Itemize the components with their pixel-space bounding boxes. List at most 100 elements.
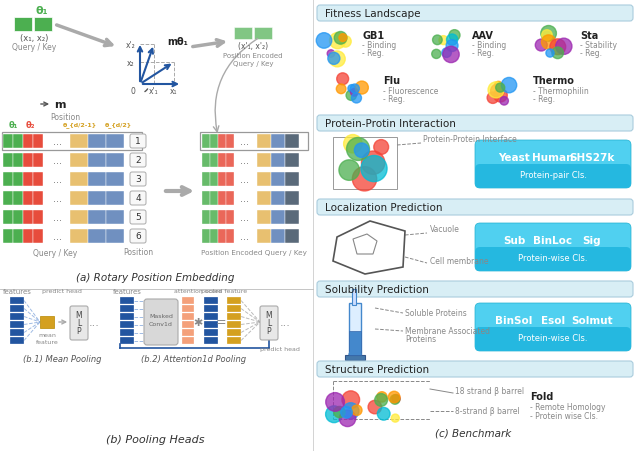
Bar	[349, 331, 361, 355]
Text: ✱: ✱	[193, 318, 203, 327]
Bar	[23, 154, 33, 168]
Text: features: features	[113, 288, 141, 295]
Text: 0: 0	[131, 86, 136, 95]
Bar	[106, 173, 124, 187]
Text: (b.1) Mean Pooling: (b.1) Mean Pooling	[23, 355, 101, 364]
Bar	[10, 313, 24, 320]
Text: 4: 4	[135, 194, 141, 203]
Text: (a) Rotary Position Embedding: (a) Rotary Position Embedding	[76, 272, 234, 282]
Bar	[3, 154, 13, 168]
Bar	[285, 192, 299, 206]
Bar	[88, 192, 106, 206]
Bar	[227, 297, 241, 304]
Circle shape	[326, 393, 344, 411]
Bar	[33, 135, 43, 149]
Circle shape	[342, 403, 359, 419]
Circle shape	[496, 84, 505, 93]
Text: Localization Prediction: Localization Prediction	[325, 202, 442, 212]
Text: Query / Key: Query / Key	[233, 61, 273, 67]
Bar	[257, 135, 271, 149]
Text: 8-strand β barrel: 8-strand β barrel	[455, 407, 520, 415]
Text: θ_{d/2}: θ_{d/2}	[104, 122, 132, 128]
Bar	[218, 230, 226, 244]
Bar	[257, 154, 271, 168]
Text: Soluble Proteins: Soluble Proteins	[405, 309, 467, 318]
Bar	[210, 135, 218, 149]
Bar	[3, 211, 13, 225]
Bar	[204, 337, 218, 344]
Circle shape	[375, 394, 387, 406]
Bar	[106, 154, 124, 168]
Text: BinLoc: BinLoc	[533, 235, 573, 245]
Bar	[3, 135, 13, 149]
Bar	[23, 135, 33, 149]
Circle shape	[344, 135, 362, 154]
Bar	[352, 290, 356, 305]
Text: ...: ...	[52, 156, 61, 166]
Bar	[226, 211, 234, 225]
Text: Conv1d: Conv1d	[149, 322, 173, 327]
Bar	[234, 28, 252, 40]
FancyBboxPatch shape	[475, 248, 631, 272]
Text: mθ₁: mθ₁	[168, 37, 188, 47]
Circle shape	[488, 83, 504, 99]
Text: L: L	[77, 319, 81, 328]
Text: M: M	[266, 311, 272, 320]
Text: Masked: Masked	[149, 314, 173, 319]
Text: ...: ...	[52, 212, 61, 222]
Bar	[182, 305, 194, 312]
Bar	[226, 154, 234, 168]
Bar	[257, 211, 271, 225]
Circle shape	[351, 94, 362, 104]
Bar	[120, 305, 134, 312]
Circle shape	[355, 143, 369, 158]
Circle shape	[334, 32, 347, 45]
Bar	[202, 192, 210, 206]
FancyBboxPatch shape	[130, 135, 146, 149]
Bar	[13, 211, 23, 225]
Text: Position: Position	[123, 248, 153, 257]
Circle shape	[449, 31, 460, 41]
Bar	[70, 135, 88, 149]
Circle shape	[328, 53, 340, 65]
Circle shape	[388, 391, 400, 403]
Bar	[202, 135, 210, 149]
Circle shape	[550, 40, 566, 55]
Text: Protein-Protin Interaction: Protein-Protin Interaction	[325, 119, 456, 129]
Bar	[345, 355, 365, 360]
Bar	[204, 321, 218, 328]
Text: ...: ...	[239, 137, 248, 147]
Bar	[202, 154, 210, 168]
Text: Query / Key: Query / Key	[12, 42, 56, 51]
Bar	[13, 135, 23, 149]
Circle shape	[541, 36, 556, 50]
FancyBboxPatch shape	[130, 173, 146, 187]
Text: (x'₁, x'₂): (x'₁, x'₂)	[238, 41, 268, 51]
Circle shape	[541, 27, 556, 42]
Bar	[10, 297, 24, 304]
Bar	[182, 321, 194, 328]
Circle shape	[330, 33, 346, 50]
Bar	[33, 192, 43, 206]
Circle shape	[353, 167, 377, 192]
Circle shape	[392, 395, 400, 403]
Bar	[271, 154, 285, 168]
Circle shape	[500, 97, 508, 106]
Circle shape	[350, 85, 360, 94]
FancyBboxPatch shape	[475, 141, 631, 189]
Bar	[13, 173, 23, 187]
Bar	[257, 173, 271, 187]
Circle shape	[432, 50, 441, 60]
Text: (b) Pooling Heads: (b) Pooling Heads	[106, 434, 204, 444]
Text: θ₂: θ₂	[25, 120, 35, 129]
Text: Fold: Fold	[530, 391, 554, 401]
Bar	[257, 192, 271, 206]
Text: Membrane Associated: Membrane Associated	[405, 327, 490, 336]
Bar	[70, 154, 88, 168]
Text: - Fluorescence: - Fluorescence	[383, 86, 438, 95]
Circle shape	[339, 35, 347, 42]
Bar	[271, 192, 285, 206]
Circle shape	[493, 89, 508, 103]
Text: - Thermophilin: - Thermophilin	[533, 86, 589, 95]
Bar	[218, 211, 226, 225]
